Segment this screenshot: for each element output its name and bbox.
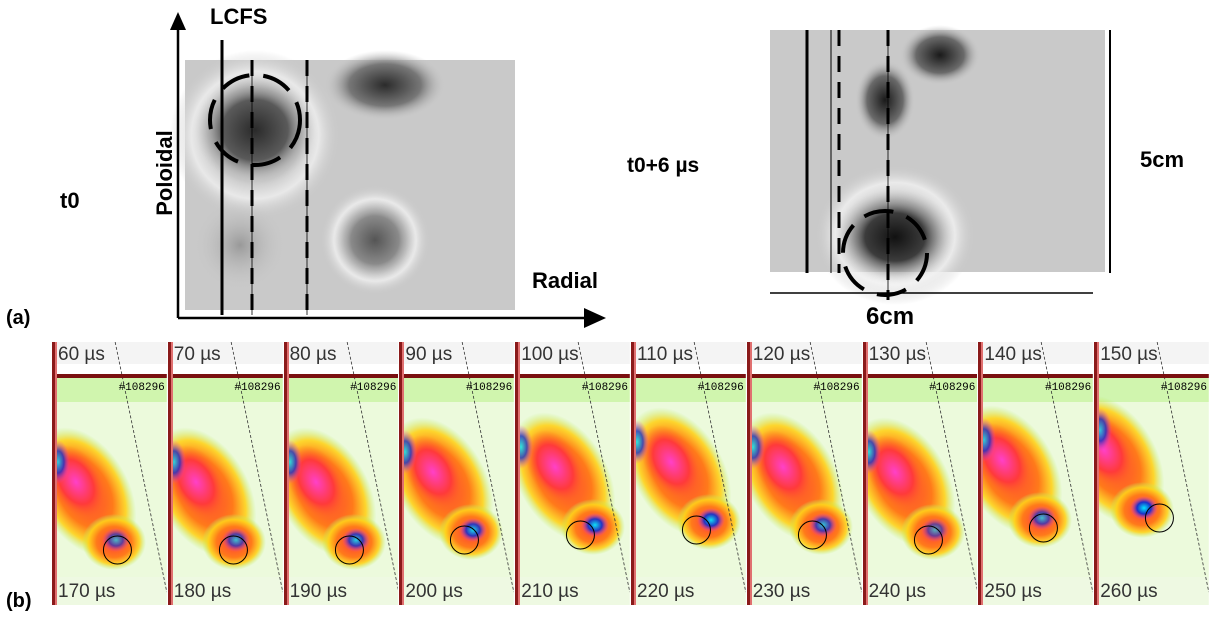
panel-b-label: (b) xyxy=(6,590,32,612)
frame-shot-number: #108296 xyxy=(697,382,744,394)
frame-9: 150 µs #108296 260 µs xyxy=(1094,342,1209,605)
frame-shot-number: #108296 xyxy=(1160,382,1207,394)
frame-6: 120 µs #108296 230 µs xyxy=(746,342,862,605)
x-axis-label: Radial xyxy=(532,268,599,293)
frame-shot-number: #108296 xyxy=(929,382,976,394)
dashed-circle xyxy=(208,73,302,167)
blob-dark-top xyxy=(900,25,980,85)
frame-image xyxy=(167,342,283,605)
frame-bottom-time: 260 µs xyxy=(1100,581,1158,602)
frame-bottom-time: 180 µs xyxy=(173,581,232,602)
panel-a-right-figure xyxy=(770,25,1111,305)
blob-dark-bottom xyxy=(835,189,955,285)
blob-dark-top xyxy=(325,50,445,120)
frame-image xyxy=(399,342,515,605)
blob-dark-large xyxy=(195,75,315,185)
frame-image xyxy=(978,342,1094,605)
frame-1: 70 µs #108296 180 µs xyxy=(167,342,283,605)
frame-top-time: 90 µs xyxy=(405,344,453,365)
frame-4: 100 µs #108296 210 µs xyxy=(515,342,630,605)
frame-2: 80 µs #108296 190 µs xyxy=(283,342,399,605)
width-scale-label: 6cm xyxy=(866,303,915,330)
frame-bottom-time: 170 µs xyxy=(58,581,116,602)
frame-top-time: 60 µs xyxy=(58,344,105,365)
frame-bottom-time: 230 µs xyxy=(752,581,811,602)
x-axis-arrowhead xyxy=(584,308,606,328)
frame-bottom-time: 200 µs xyxy=(405,581,463,602)
frame-5: 110 µs #108296 220 µs xyxy=(631,342,746,605)
frame-shot-number: #108296 xyxy=(350,382,397,394)
frame-top-time: 100 µs xyxy=(521,344,579,365)
frame-0: 60 µs #108296 170 µs xyxy=(52,342,167,605)
frame-bottom-time: 220 µs xyxy=(637,581,695,602)
frame-image xyxy=(52,342,167,605)
frame-bottom-time: 240 µs xyxy=(868,581,927,602)
frame-image xyxy=(862,342,978,605)
left-time-label: t0 xyxy=(60,188,80,213)
frame-shot-number: #108296 xyxy=(581,382,628,394)
frame-bottom-time: 250 µs xyxy=(984,581,1042,602)
frame-shot-number: #108296 xyxy=(118,382,165,394)
y-axis-arrowhead xyxy=(170,12,186,30)
frame-8: 140 µs #108296 250 µs xyxy=(978,342,1094,605)
frame-image xyxy=(1094,342,1209,605)
frame-top-time: 70 µs xyxy=(173,344,221,365)
height-scale-label: 5cm xyxy=(1140,147,1185,172)
y-axis-label: Poloidal xyxy=(152,130,177,216)
frame-3: 90 µs #108296 200 µs xyxy=(399,342,515,605)
frame-strip: 60 µs #108296 170 µs xyxy=(52,342,1210,605)
blob-dark-small xyxy=(335,200,415,280)
frame-image xyxy=(631,342,746,605)
frame-shot-number: #108296 xyxy=(813,382,860,394)
right-time-label: t0+6 µs xyxy=(627,154,700,177)
frame-shot-number: #108296 xyxy=(465,382,513,394)
lcfs-label: LCFS xyxy=(210,4,268,29)
frame-image xyxy=(746,342,862,605)
frame-shot-number: #108296 xyxy=(234,382,281,394)
panel-a-left-figure xyxy=(170,12,606,328)
frame-7: 130 µs #108296 240 µs xyxy=(862,342,978,605)
frame-top-time: 110 µs xyxy=(637,344,694,365)
dashed-circle xyxy=(841,209,929,297)
blob-faint xyxy=(195,200,285,290)
frame-bottom-time: 190 µs xyxy=(289,581,348,602)
panel-a-label: (a) xyxy=(6,307,31,329)
frame-image xyxy=(515,342,630,605)
frame-bottom-time: 210 µs xyxy=(521,581,579,602)
frame-top-time: 120 µs xyxy=(752,344,811,365)
frame-top-time: 130 µs xyxy=(868,344,927,365)
frame-shot-number: #108296 xyxy=(1044,382,1092,394)
frame-top-time: 150 µs xyxy=(1100,344,1158,365)
frame-image xyxy=(283,342,399,605)
blob-dark-mid xyxy=(855,60,915,140)
frame-top-time: 140 µs xyxy=(984,344,1042,365)
frame-top-time: 80 µs xyxy=(289,344,337,365)
